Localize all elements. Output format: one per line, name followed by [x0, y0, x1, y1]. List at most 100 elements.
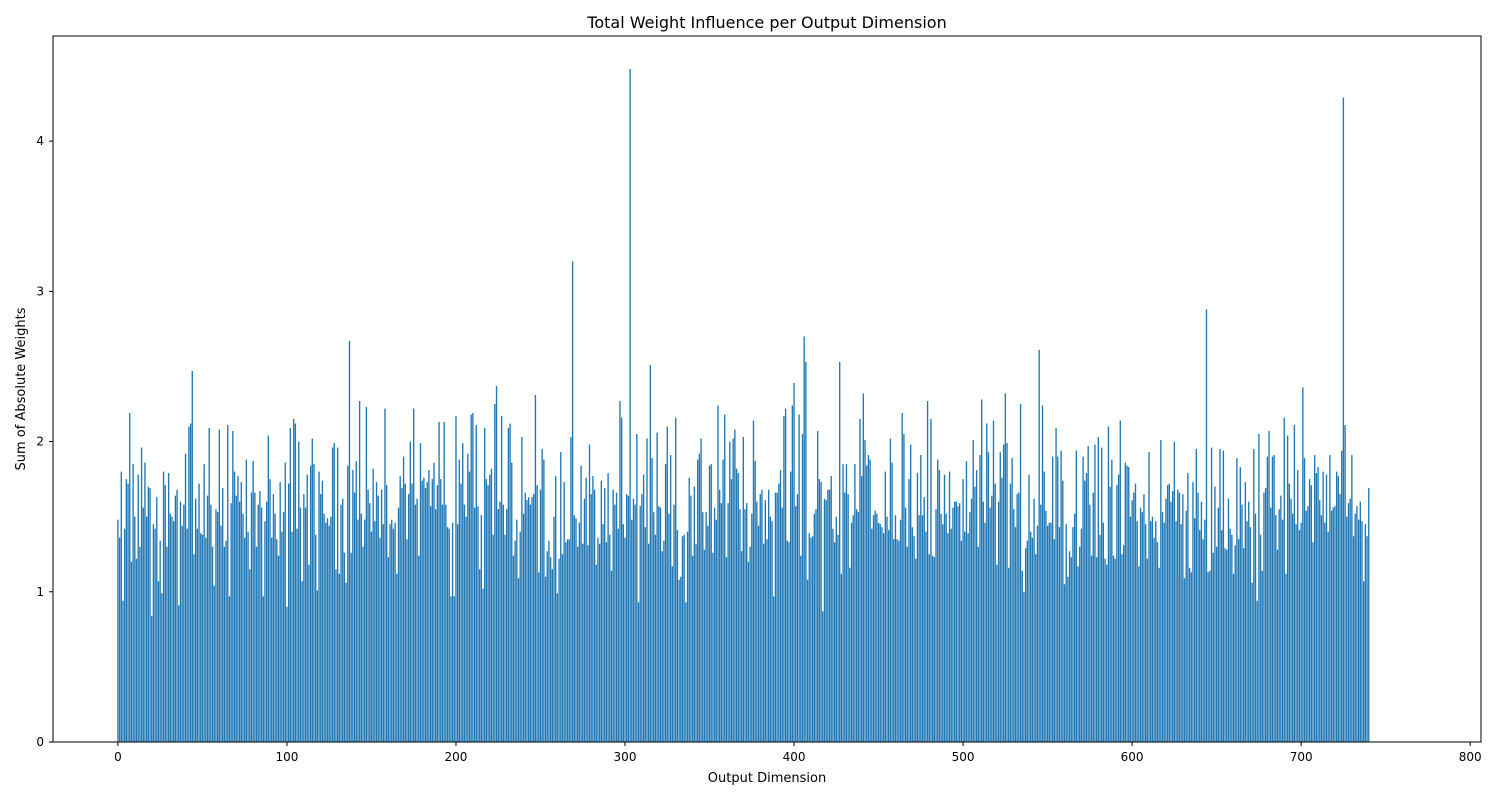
bar-dim-62 [222, 488, 224, 742]
bar-dim-489 [943, 474, 946, 742]
bar-dim-347 [703, 549, 706, 742]
bar-dim-138 [350, 552, 352, 742]
bar-dim-550 [1046, 525, 1049, 742]
bar-dim-217 [484, 428, 486, 742]
bar-dim-323 [663, 540, 665, 742]
bar-dim-77 [247, 531, 249, 742]
bar-dim-590 [1114, 558, 1116, 742]
x-tick-label: 300 [614, 750, 637, 764]
bar-dim-714 [1324, 522, 1326, 742]
bar-dim-455 [886, 516, 888, 742]
bar-dim-258 [553, 516, 555, 742]
bar-dim-4 [123, 528, 126, 742]
bar-dim-298 [620, 417, 623, 742]
bar-dim-102 [289, 428, 291, 742]
bar-dim-623 [1170, 501, 1172, 742]
bar-dim-549 [1045, 510, 1047, 742]
bar-dim-25 [159, 540, 161, 742]
bar-dim-31 [169, 513, 171, 742]
bar-dim-381 [761, 489, 763, 742]
bar-dim-250 [539, 489, 542, 742]
bar-dim-639 [1197, 492, 1199, 742]
bar-dim-443 [866, 465, 868, 742]
bar-dim-725 [1342, 97, 1345, 743]
bar-dim-174 [411, 483, 413, 742]
bar-dim-468 [908, 479, 910, 742]
bar-dim-359 [724, 414, 726, 742]
bar-dim-485 [937, 459, 939, 742]
bar-dim-403 [798, 414, 800, 742]
bar-dim-370 [742, 437, 745, 742]
bar-dim-106 [296, 528, 298, 742]
bar-dim-316 [651, 458, 653, 742]
bar-dim-232 [509, 423, 511, 742]
bar-dim-28 [164, 485, 166, 742]
bar-dim-563 [1068, 551, 1071, 742]
bar-dim-544 [1036, 525, 1039, 742]
bar-dim-665 [1241, 504, 1243, 742]
bar-dim-400 [793, 382, 795, 742]
bar-dim-344 [698, 453, 701, 742]
bar-dim-540 [1030, 531, 1032, 742]
bar-dim-288 [604, 488, 606, 742]
bar-dim-642 [1202, 539, 1204, 742]
bar-dim-302 [627, 495, 630, 742]
bar-dim-304 [631, 519, 633, 742]
bar-dim-710 [1317, 467, 1319, 742]
bar-dim-409 [808, 533, 810, 742]
bar-dim-486 [938, 470, 941, 742]
bar-dim-609 [1146, 558, 1149, 742]
bar-dim-45 [193, 554, 195, 742]
bar-dim-222 [492, 534, 494, 742]
bar-dim-53 [206, 495, 209, 742]
bar-dim-9 [132, 464, 134, 742]
bar-dim-236 [516, 519, 518, 742]
bar-dim-335 [683, 534, 685, 742]
bars-group [117, 69, 1370, 743]
bar-dim-670 [1249, 527, 1252, 742]
bar-dim-415 [818, 479, 821, 742]
bar-dim-464 [901, 413, 903, 742]
bar-dim-712 [1320, 515, 1323, 742]
bar-dim-268 [570, 437, 572, 742]
bar-dim-674 [1256, 600, 1258, 742]
bar-dim-259 [555, 476, 557, 742]
bar-dim-371 [744, 509, 746, 742]
bar-dim-592 [1117, 474, 1120, 742]
bar-dim-706 [1310, 485, 1312, 742]
plot-frame [52, 35, 1482, 743]
bar-dim-249 [538, 572, 540, 742]
bar-dim-727 [1346, 516, 1348, 742]
bar-dim-338 [688, 477, 690, 742]
bar-dim-3 [122, 600, 124, 742]
bar-dim-264 [563, 482, 565, 742]
bar-dim-343 [697, 459, 699, 742]
bar-dim-339 [690, 495, 692, 742]
bar-dim-70 [235, 495, 237, 742]
bar-dim-644 [1205, 309, 1208, 742]
bar-dim-465 [903, 434, 905, 742]
bar-dim-238 [519, 531, 521, 742]
bar-dim-280 [590, 494, 592, 742]
bar-dim-229 [504, 534, 506, 742]
bar-dim-693 [1288, 483, 1290, 742]
bar-dim-736 [1361, 521, 1363, 742]
bar-dim-276 [583, 498, 586, 742]
bar-dim-603 [1136, 521, 1138, 742]
bar-dim-266 [566, 539, 569, 742]
bar-dim-46 [194, 498, 197, 742]
bar-dim-616 [1158, 567, 1160, 742]
bar-dim-88 [265, 501, 268, 742]
bar-dim-351 [710, 464, 712, 742]
bar-dim-111 [304, 507, 307, 742]
bar-dim-503 [967, 533, 969, 742]
bar-dim-684 [1273, 455, 1275, 742]
bar-dim-216 [482, 588, 484, 742]
bar-dim-269 [571, 261, 574, 742]
bar-dim-160 [387, 557, 390, 742]
y-tick-label: 4 [36, 134, 44, 148]
bar-dim-185 [429, 506, 432, 742]
bar-dim-372 [746, 503, 748, 742]
bar-dim-133 [342, 498, 344, 742]
